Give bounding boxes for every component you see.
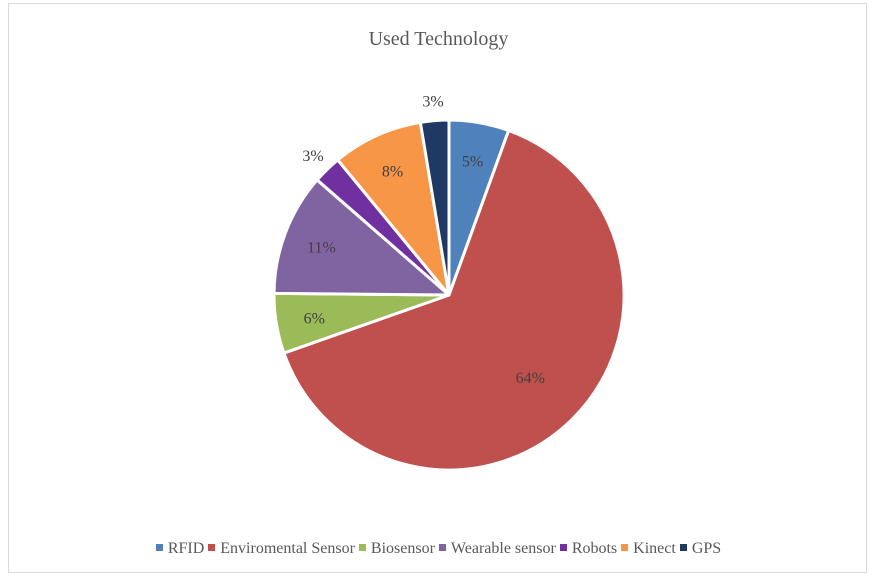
data-label-biosensor: 6% <box>304 310 325 327</box>
legend-item-rfid: RFID <box>155 540 205 558</box>
legend-swatch <box>438 544 446 551</box>
legend-swatch <box>679 544 687 551</box>
legend-item-kinect: Kinect <box>621 540 676 558</box>
legend-swatch <box>358 544 366 551</box>
legend-label: Biosensor <box>370 540 435 557</box>
pie-slice-wearable-sensor <box>272 178 451 297</box>
legend-swatch <box>559 544 567 551</box>
data-label-robots: 3% <box>302 148 323 165</box>
legend-label: Wearable sensor <box>450 540 556 557</box>
legend-item-gps: GPS <box>679 540 722 558</box>
pie-slice-gps <box>418 118 451 297</box>
pie-slice-kinect <box>336 120 451 297</box>
chart-title: Used Technology <box>368 28 509 50</box>
data-label-gps: 3% <box>422 94 443 111</box>
chart-legend: RFID Enviromental Sensor Biosensor Wearable… <box>0 540 877 558</box>
legend-item-biosensor: Biosensor <box>358 540 435 558</box>
data-label-wearable-sensor: 11% <box>307 240 336 257</box>
legend-swatch <box>621 544 629 551</box>
legend-label: Kinect <box>633 540 676 557</box>
data-label-kinect: 8% <box>382 164 403 181</box>
legend-swatch <box>155 544 163 551</box>
legend-item-enviromental-sensor: Enviromental Sensor <box>208 540 355 558</box>
legend-swatch <box>208 544 216 551</box>
legend-item-wearable-sensor: Wearable sensor <box>438 540 556 558</box>
data-label-rfid: 5% <box>462 154 483 171</box>
data-label-enviromental-sensor: 64% <box>516 370 545 387</box>
legend-label: Enviromental Sensor <box>220 540 355 557</box>
legend-item-robots: Robots <box>559 540 618 558</box>
pie-slice-enviromental-sensor <box>282 128 626 472</box>
legend-label: GPS <box>691 540 722 557</box>
legend-label: Robots <box>571 540 618 557</box>
legend-label: RFID <box>167 540 205 557</box>
